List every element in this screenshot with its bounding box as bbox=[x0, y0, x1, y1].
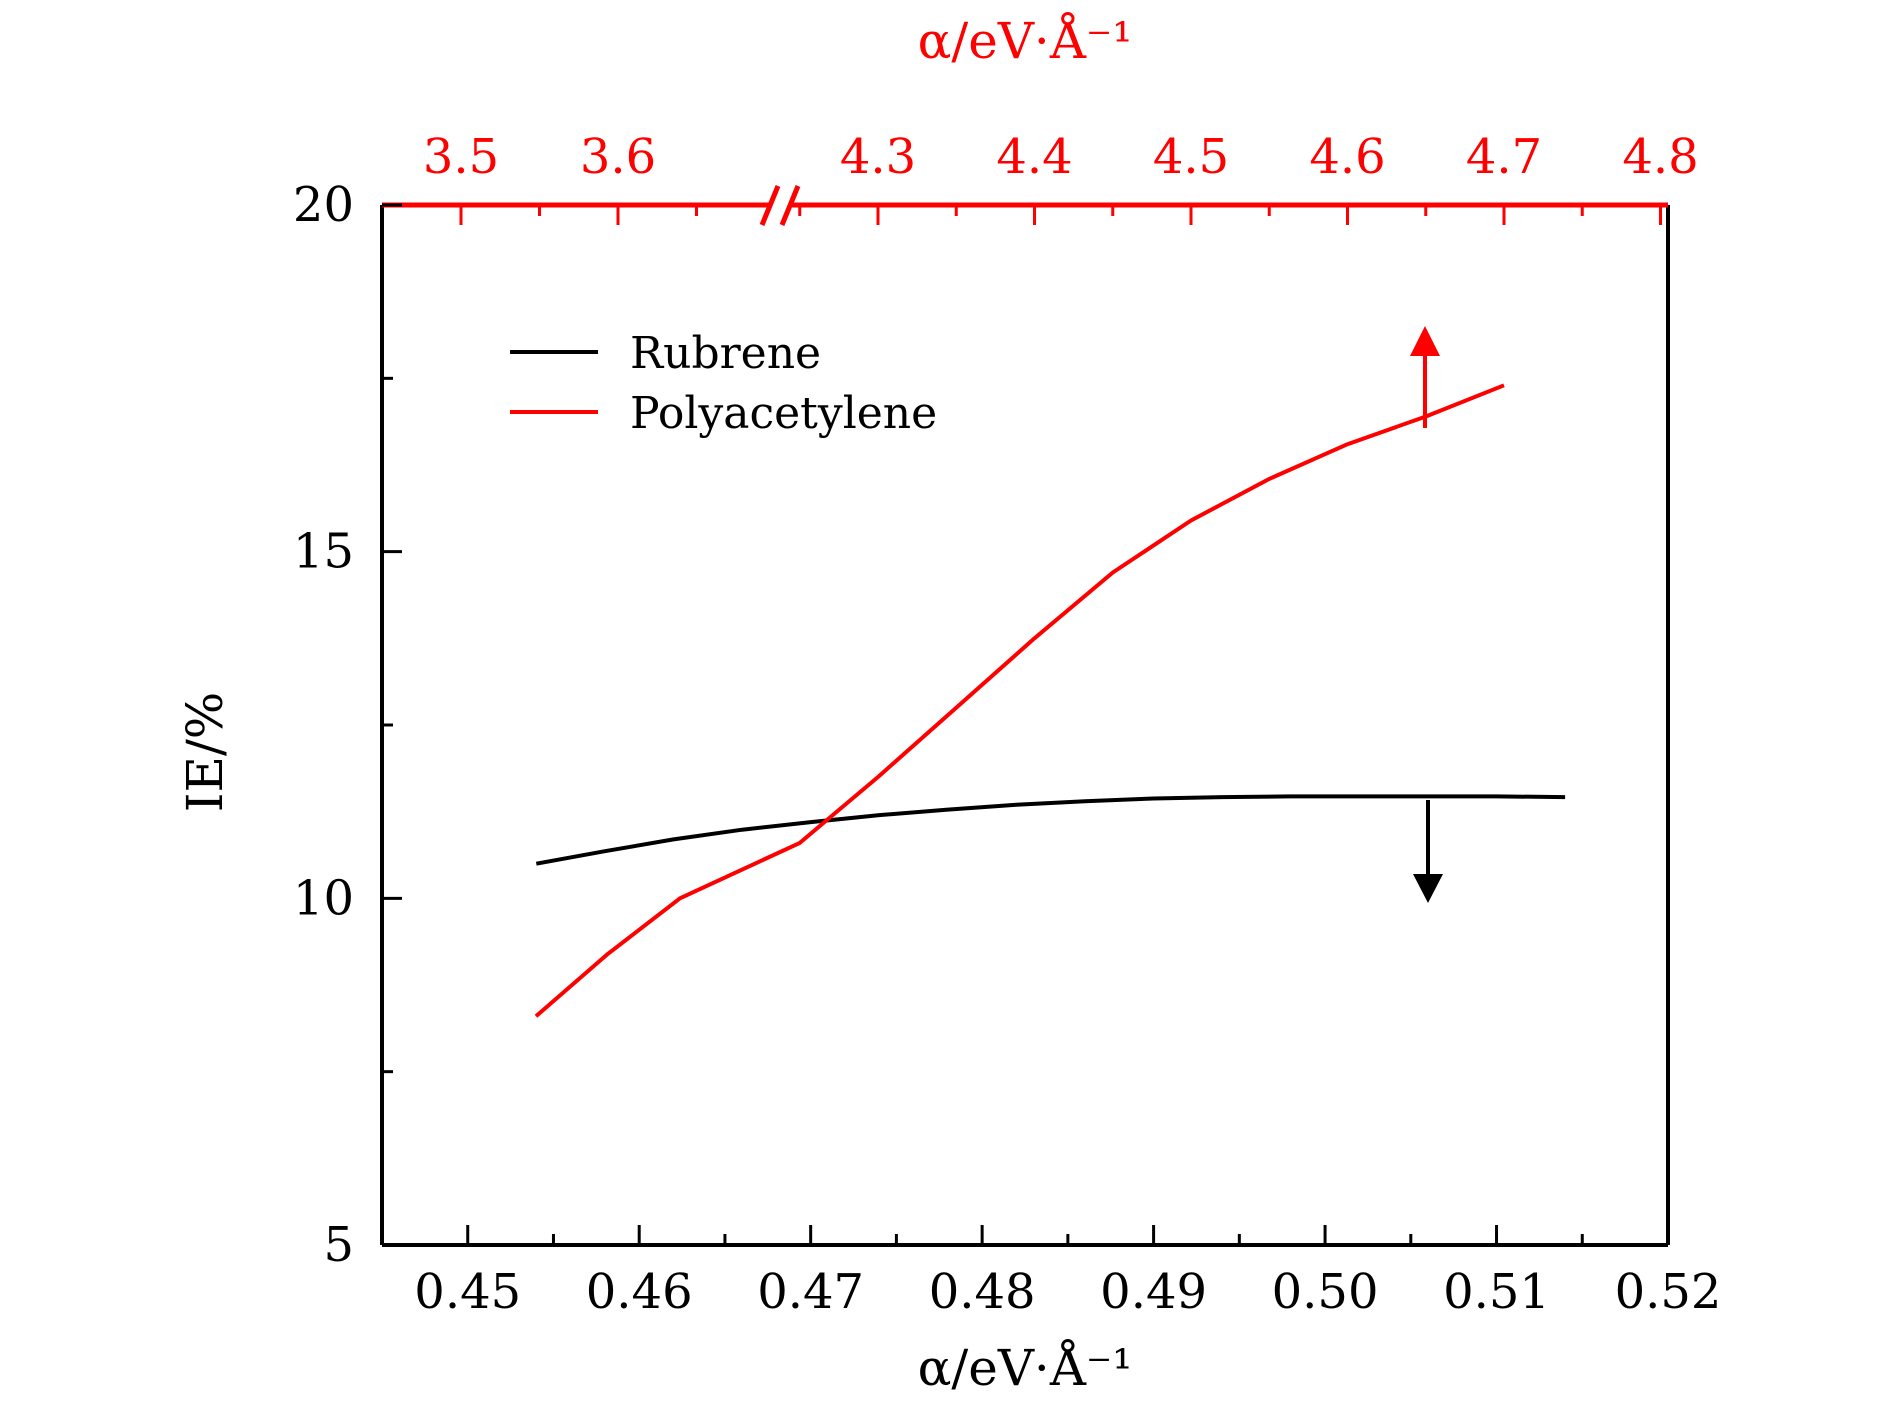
series-layer bbox=[534, 383, 1566, 1018]
top-axis-break-mark bbox=[759, 185, 781, 226]
x2-tick-label: 4.7 bbox=[1466, 129, 1542, 185]
x-tick-label: 0.49 bbox=[1100, 1264, 1207, 1320]
x-tick-label: 0.52 bbox=[1615, 1264, 1722, 1320]
ticks-layer bbox=[382, 203, 1670, 1247]
labels-layer: 0.45 0.46 0.47 0.48 0.49 0.50 0.51 0.52 5 10 15 20 3… bbox=[293, 129, 1722, 1320]
x2-tick-label: 4.6 bbox=[1309, 129, 1385, 185]
rubrene-bottom-axis-arrow bbox=[1413, 800, 1443, 903]
y-axis-title: IE/% bbox=[176, 692, 234, 813]
y-tick-label: 5 bbox=[323, 1217, 354, 1273]
x2-tick-label: 3.5 bbox=[423, 129, 499, 185]
legend-label-polyacetylene: Polyacetylene bbox=[630, 388, 937, 439]
legend-label-rubrene: Rubrene bbox=[630, 328, 821, 379]
x-tick-label: 0.47 bbox=[757, 1264, 864, 1320]
y-tick-label: 10 bbox=[293, 870, 354, 926]
x-tick-label: 0.48 bbox=[929, 1264, 1036, 1320]
x2-tick-label: 4.8 bbox=[1622, 129, 1698, 185]
polyacetylene-top-axis-arrow bbox=[1410, 326, 1440, 428]
x-tick-label: 0.51 bbox=[1443, 1264, 1550, 1320]
x-tick-label: 0.46 bbox=[586, 1264, 693, 1320]
x2-tick-label: 4.3 bbox=[840, 129, 916, 185]
plot-frame-layer bbox=[380, 185, 1670, 1247]
x2-tick-label: 3.6 bbox=[580, 129, 656, 185]
x-axis-title: α/eV·Å⁻¹ bbox=[918, 1338, 1133, 1397]
x2-tick-label: 4.5 bbox=[1153, 129, 1229, 185]
x-tick-label: 0.45 bbox=[414, 1264, 521, 1320]
y-tick-label: 20 bbox=[293, 177, 354, 233]
series-line-rubrene bbox=[535, 794, 1566, 866]
x2-tick-label: 4.4 bbox=[996, 129, 1072, 185]
x-tick-label: 0.50 bbox=[1272, 1264, 1379, 1320]
y-tick-label: 15 bbox=[293, 524, 354, 580]
top-axis-break-mark bbox=[779, 185, 801, 226]
top-x-axis-title: α/eV·Å⁻¹ bbox=[918, 11, 1133, 70]
legend: Rubrene Polyacetylene bbox=[510, 328, 937, 439]
series-line-polyacetylene bbox=[534, 383, 1505, 1018]
